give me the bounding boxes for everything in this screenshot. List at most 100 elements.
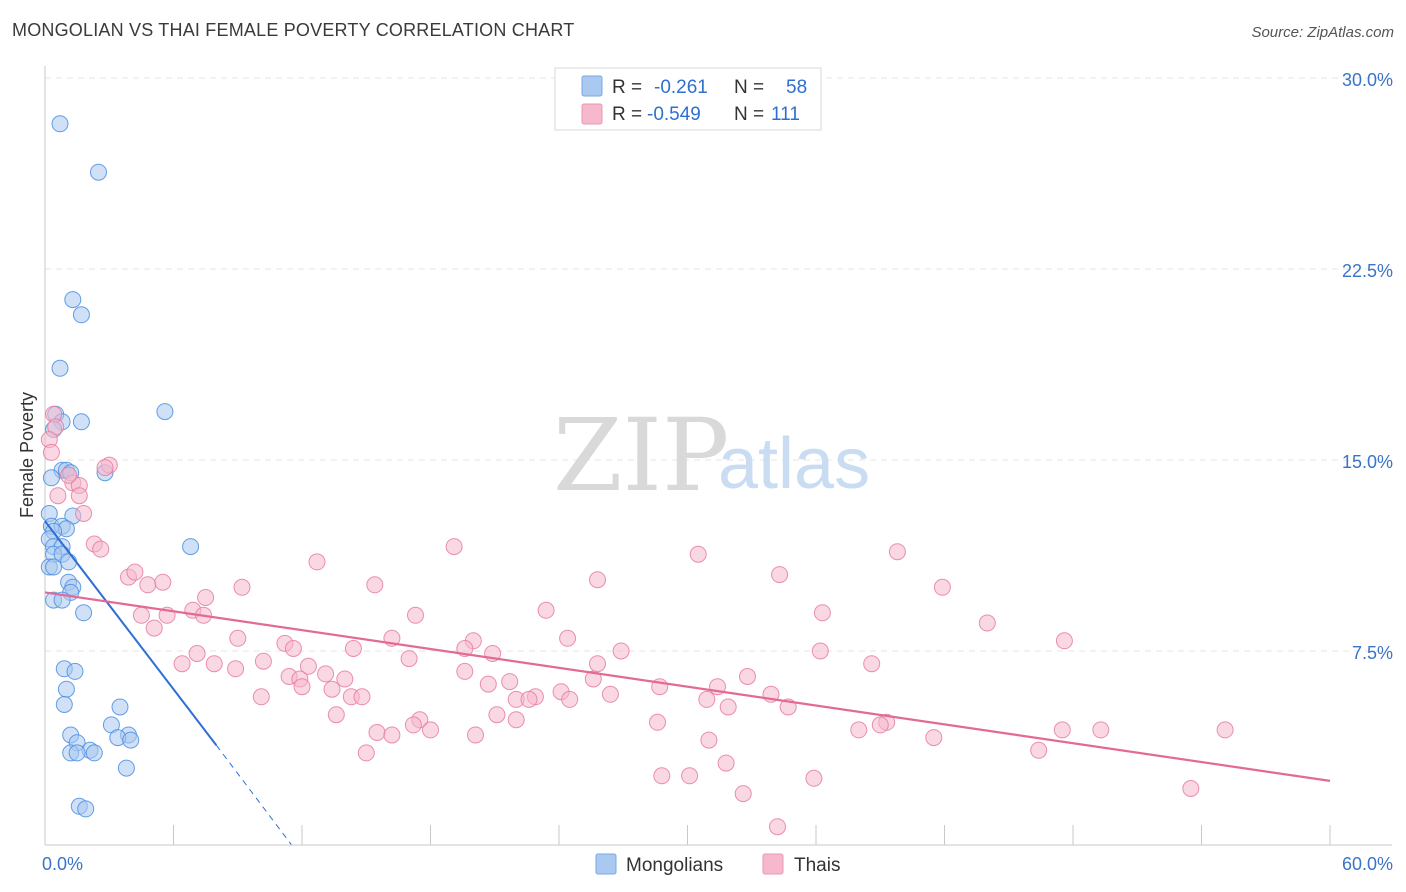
x-tick-label-0: 0.0%: [42, 854, 83, 874]
thai-point-106: [734, 785, 752, 803]
thai-point-40: [188, 645, 206, 662]
thai-point-76: [353, 688, 371, 706]
thai-point-82: [488, 706, 506, 724]
legend-r-label-1: R =: [612, 77, 642, 98]
thai-point-3: [42, 443, 60, 461]
thai-point-92: [467, 726, 484, 744]
thai-point-10: [92, 540, 110, 558]
thai-point-50: [254, 652, 272, 670]
thai-point-31: [132, 606, 150, 624]
gridlines: [45, 77, 1392, 652]
mongolian-point-45: [122, 731, 140, 749]
series-mongolians: [40, 115, 200, 818]
thai-point-97: [700, 731, 718, 749]
thai-point-14: [888, 543, 906, 561]
mongolian-point-29: [45, 558, 63, 576]
y-tick-label-0: 7.5%: [1352, 643, 1393, 663]
thai-point-49: [227, 660, 245, 678]
thai-point-33: [978, 614, 996, 632]
thai-point-65: [584, 670, 602, 688]
x-tick-label-1: 60.0%: [1342, 854, 1393, 874]
mongolian-point-8: [72, 413, 90, 431]
thai-point-87: [871, 716, 889, 734]
thai-point-55: [739, 668, 756, 685]
thai-point-102: [653, 767, 671, 785]
trend-lines: [44, 520, 1331, 845]
bottom-legend-label-mongolians: Mongolians: [626, 855, 723, 876]
thai-point-101: [717, 754, 735, 772]
mongolian-point-39: [55, 696, 73, 713]
thai-point-80: [561, 690, 579, 708]
thai-point-13: [689, 545, 707, 563]
mongolian-point-53: [77, 800, 95, 818]
thai-point-100: [1216, 721, 1234, 739]
thai-point-108: [49, 487, 67, 505]
thai-point-103: [681, 767, 699, 785]
thai-point-85: [649, 713, 666, 731]
thai-point-45: [612, 642, 630, 660]
mongolian-point-38: [57, 680, 75, 698]
thai-point-39: [559, 629, 577, 647]
mongolian-point-3: [72, 306, 90, 324]
legend-swatch-thais: [581, 103, 603, 125]
y-tick-label-2: 22.5%: [1342, 261, 1393, 281]
thai-point-20: [154, 573, 172, 591]
mongolian-point-51: [117, 759, 135, 777]
thai-point-104: [805, 769, 823, 787]
thai-point-77: [252, 688, 270, 706]
thai-point-24: [197, 589, 215, 606]
mongolian-point-2: [64, 291, 82, 309]
y-tick-labels: 7.5% 15.0% 22.5% 30.0%: [1342, 70, 1393, 663]
legend-n-label-1: N =: [734, 77, 764, 98]
thai-point-93: [850, 721, 868, 739]
thai-point-54: [589, 655, 606, 673]
mongolian-point-4: [51, 359, 69, 377]
mongolian-point-50: [68, 744, 86, 762]
thai-point-98: [1030, 741, 1048, 759]
watermark-zip: ZIP: [553, 397, 729, 514]
bottom-legend-swatch-thais: [762, 853, 784, 875]
thai-point-11: [308, 553, 326, 571]
thai-point-53: [456, 662, 474, 680]
mongolian-point-1: [90, 163, 107, 181]
thai-point-22: [933, 578, 951, 596]
thai-point-48: [205, 655, 223, 673]
legend-r-label-2: R =: [612, 104, 642, 125]
legend-r-value-2: -0.549: [647, 104, 701, 125]
watermark-atlas: atlas: [718, 424, 870, 504]
thai-point-46: [811, 642, 829, 660]
thai-point-27: [407, 606, 424, 624]
thai-point-62: [293, 678, 311, 696]
trend-line-thais: [44, 591, 1331, 782]
thai-point-105: [1182, 780, 1200, 797]
mongolian-point-27: [60, 553, 78, 571]
thai-point-83: [507, 711, 525, 729]
y-tick-label-1: 15.0%: [1342, 452, 1393, 472]
bottom-legend-label-thais: Thais: [794, 855, 840, 876]
thai-point-109: [60, 466, 78, 484]
thai-point-32: [145, 619, 163, 637]
mongolian-point-0: [51, 115, 69, 133]
thai-point-41: [284, 640, 302, 657]
thai-point-88: [404, 716, 422, 734]
y-tick-label-3: 30.0%: [1342, 70, 1393, 90]
thai-point-63: [479, 675, 497, 693]
y-axis-title: Female Poverty: [17, 392, 37, 518]
thai-point-21: [366, 576, 384, 594]
legend-n-value-1: 58: [786, 77, 807, 98]
legend-swatch-mongolians: [581, 75, 603, 97]
thai-point-68: [601, 685, 619, 703]
mongolian-point-37: [66, 662, 84, 680]
mongolian-point-48: [85, 744, 103, 762]
thai-point-56: [863, 655, 881, 673]
thai-point-81: [327, 706, 345, 724]
thai-point-59: [317, 665, 335, 683]
x-tick-labels: 0.0% 60.0%: [42, 854, 1393, 874]
chart-title: MONGOLIAN VS THAI FEMALE POVERTY CORRELA…: [12, 20, 575, 40]
trend-line-mongolians: [44, 520, 218, 746]
thai-point-19: [139, 576, 157, 594]
legend-n-value-2: 111: [771, 104, 800, 125]
thai-point-107: [769, 818, 786, 836]
thai-point-25: [537, 601, 555, 619]
thai-point-42: [344, 640, 362, 657]
